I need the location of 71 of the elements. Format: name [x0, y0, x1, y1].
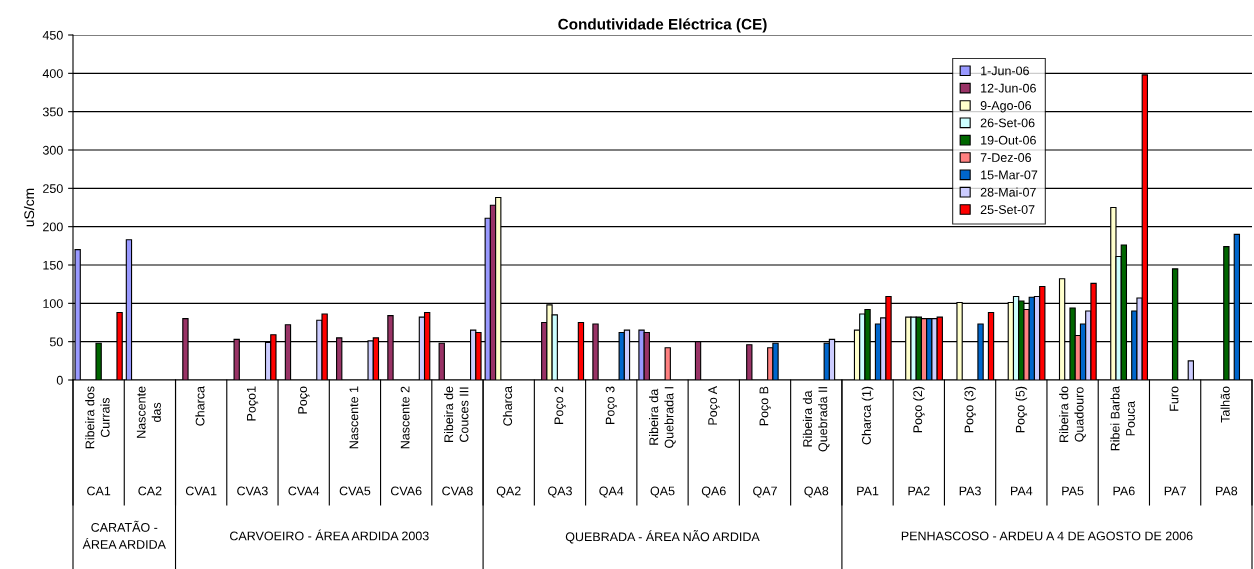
text: PA6	[1113, 486, 1135, 496]
y-axis-title: uS/cm	[23, 188, 35, 227]
x-tick-label: Ribeira da Quebrada I	[649, 387, 676, 448]
legend-label: 7-Dez-06	[980, 153, 1032, 162]
text: CA2	[138, 486, 162, 496]
y-tick-label: 350	[42, 107, 63, 117]
legend-label: 26-Set-06	[980, 118, 1035, 128]
text: QA6	[701, 486, 726, 498]
x-tick-label: Ribeira da Quebrada II	[802, 387, 830, 452]
y-tick-label: 250	[43, 184, 63, 193]
text: CARVOEIRO - ÁREA ARDIDA 2003	[230, 529, 429, 541]
text: QA8	[804, 486, 829, 498]
text: QA2	[496, 486, 521, 498]
text: CVA5	[339, 486, 371, 496]
text: QA4	[599, 486, 624, 498]
text: CARATÃO - ÁREA ARDIDA	[82, 520, 166, 549]
x-tick-label: Charca (1)	[861, 386, 874, 445]
text: CVA6	[390, 486, 422, 496]
legend-label: 28-Mai-07	[980, 187, 1036, 197]
y-tick-label: 50	[49, 337, 63, 347]
x-tick-label: Ribeira do Quadouro	[1059, 386, 1086, 442]
y-tick-label: 150	[43, 260, 63, 270]
x-tick-label: Poço (3)	[964, 386, 976, 433]
x-tick-label: Poço (2)	[912, 386, 925, 433]
x-tick-label: Talhão	[1220, 386, 1230, 423]
x-tick-label: Poço1	[246, 386, 259, 421]
text: PA8	[1216, 486, 1238, 496]
text: CVA4	[288, 486, 320, 496]
x-tick-label: Charca	[195, 386, 205, 426]
x-tick-label: Ribeira de Couces III	[443, 386, 469, 442]
y-tick-label: 200	[43, 222, 63, 232]
y-tick-label: 450	[42, 30, 63, 40]
x-tick-label: Poço 2	[554, 386, 566, 424]
x-tick-label: Poço	[298, 386, 310, 414]
y-tick-label: 100	[43, 299, 63, 308]
legend-label: 1-Jun-06	[981, 66, 1029, 76]
text: PA4	[1011, 486, 1033, 496]
text: CVA8	[442, 486, 473, 496]
y-tick-label: 400	[42, 69, 63, 78]
chart-title: Condutividade Eléctrica (CE)	[558, 18, 767, 33]
text: QA3	[548, 486, 572, 498]
x-tick-label: Furo	[1169, 386, 1179, 411]
legend-label: 19-Out-06	[981, 135, 1036, 145]
x-tick-label: Nascente 1	[349, 386, 359, 449]
text: PA5	[1062, 486, 1084, 496]
x-tick-label: Poço 3	[605, 386, 618, 424]
legend-label: 12-Jun-06	[981, 83, 1036, 93]
x-tick-label: Ribei Barba Pouca	[1110, 386, 1135, 451]
text: PA7	[1164, 486, 1186, 496]
x-tick-label: Charca	[502, 386, 513, 426]
text: CVA1	[185, 486, 217, 496]
text: QA5	[650, 486, 675, 498]
x-tick-label: Poço B	[759, 386, 771, 426]
legend-label: 25-Set-07	[980, 205, 1035, 214]
text: PA2	[908, 486, 930, 496]
text: CVA3	[237, 486, 268, 496]
y-tick-label: 0	[56, 375, 63, 385]
x-tick-label: Poço (5)	[1015, 386, 1028, 433]
text: PA3	[959, 486, 981, 496]
text: QUEBRADA - ÁREA NÃO ARDIDA	[565, 530, 760, 544]
x-tick-label: Nascente 2	[400, 386, 410, 449]
legend-label: 9-Ago-06	[980, 101, 1032, 113]
y-tick-label: 300	[42, 145, 63, 155]
x-tick-label: Poço A	[708, 386, 720, 425]
text: QA7	[753, 486, 777, 498]
x-tick-label: Ribeira dos Currais	[85, 386, 110, 449]
legend-label: 15-Mar-07	[981, 170, 1038, 180]
x-tick-label: Nascente das	[136, 386, 161, 438]
text: PENHASCOSO - ARDEU A 4 DE AGOSTO DE 2006	[901, 531, 1193, 541]
text: CA1	[87, 486, 111, 496]
text: PA1	[857, 486, 879, 496]
